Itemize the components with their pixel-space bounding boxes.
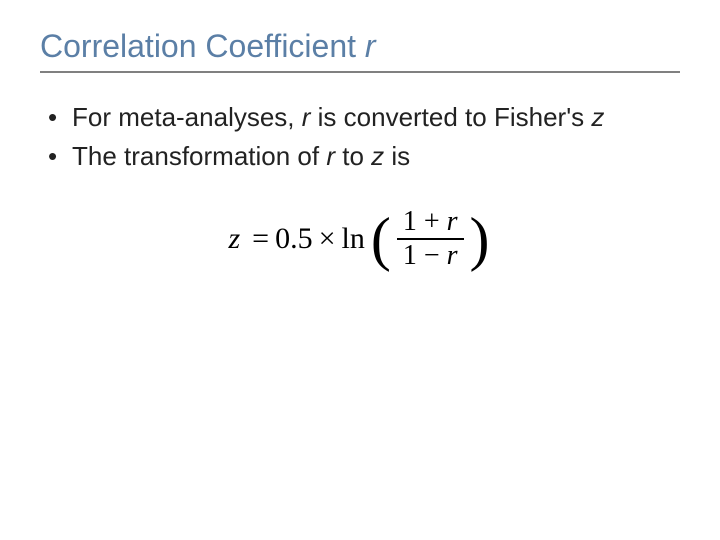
bullet-item: For meta-analyses, r is converted to Fis…: [46, 101, 680, 134]
title-underline: [40, 71, 680, 73]
text-run-italic: z: [591, 102, 604, 132]
text-run: to: [335, 141, 371, 171]
den-prefix: 1 −: [403, 240, 447, 271]
times-sign: ×: [319, 222, 336, 256]
rparen: ): [470, 209, 490, 269]
slide-title: Correlation Coefficient r: [40, 28, 680, 65]
fraction: 1 + r 1 − r: [397, 208, 464, 270]
text-run: For meta-analyses,: [72, 102, 302, 132]
num-var: r: [447, 206, 458, 237]
title-var: r: [365, 28, 376, 64]
num-prefix: 1 +: [403, 206, 447, 237]
text-run: is: [384, 141, 410, 171]
fraction-denominator: 1 − r: [397, 242, 464, 270]
formula-coeff: 0.5: [275, 222, 313, 256]
text-run-italic: r: [326, 141, 335, 171]
bullet-item: The transformation of r to z is: [46, 140, 680, 173]
den-var: r: [447, 240, 458, 271]
formula-lhs: z: [228, 222, 240, 256]
text-run: The transformation of: [72, 141, 326, 171]
title-text: Correlation Coefficient: [40, 28, 365, 64]
formula: z = 0.5 × ln ( 1 + r 1 − r ): [228, 208, 491, 270]
slide: Correlation Coefficient r For meta-analy…: [0, 0, 720, 540]
lparen: (: [371, 209, 391, 269]
equals-sign: =: [252, 222, 269, 256]
bullet-list: For meta-analyses, r is converted to Fis…: [46, 101, 680, 172]
text-run-italic: z: [371, 141, 384, 171]
ln-operator: ln: [342, 222, 365, 256]
formula-container: z = 0.5 × ln ( 1 + r 1 − r ): [40, 208, 680, 270]
fraction-numerator: 1 + r: [397, 208, 464, 236]
text-run: is converted to Fisher's: [310, 102, 591, 132]
